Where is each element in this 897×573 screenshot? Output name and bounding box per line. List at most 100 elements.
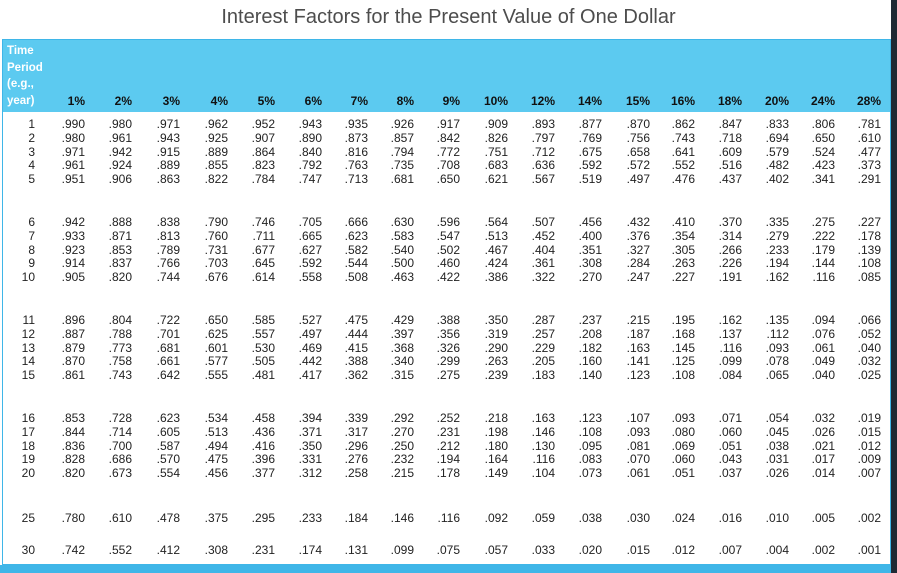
factor-cell: .108: [671, 368, 695, 383]
factor-cell: .059: [531, 511, 555, 525]
factor-cell: .700: [108, 438, 132, 453]
factor-cell: .905: [61, 270, 85, 285]
factor-cell: .388: [436, 313, 460, 327]
factor-cell: .784: [251, 172, 275, 187]
factor-cell: .375: [204, 511, 228, 525]
factor-cell: .030: [626, 511, 650, 525]
factor-cell: .350: [484, 313, 508, 327]
factor-cell: .887: [61, 326, 85, 341]
factor-cell: .558: [298, 270, 322, 285]
factor-cell: .614: [251, 270, 275, 285]
factor-cell: .040: [811, 368, 835, 383]
factor-cell: .952: [251, 117, 275, 131]
time-header-line: Time: [7, 45, 34, 57]
factor-cell: .494: [204, 438, 228, 453]
factor-cell: .935: [344, 117, 368, 131]
factor-cell: .146: [531, 424, 555, 439]
factor-cell: .078: [765, 354, 789, 369]
period-cell: 2: [28, 130, 35, 145]
factor-cell: .703: [204, 256, 228, 271]
factor-cell: .463: [390, 270, 414, 285]
factor-cell: .909: [484, 117, 508, 131]
factor-cell: .923: [61, 242, 85, 257]
factor-cell: .179: [811, 242, 835, 257]
factor-cell: .250: [390, 438, 414, 453]
factor-cell: .873: [344, 130, 368, 145]
period-cell: 12: [21, 326, 35, 341]
factor-cell: .610: [857, 130, 881, 145]
factor-cell: .823: [251, 158, 275, 173]
factor-cell: .099: [390, 543, 414, 557]
factor-cell: .061: [811, 340, 835, 355]
factor-cell: .861: [61, 368, 85, 383]
factor-cell: .863: [156, 172, 180, 187]
factor-cell: .540: [390, 242, 414, 257]
period-cell: 25: [21, 511, 35, 525]
factor-cell: .673: [108, 466, 132, 481]
factor-cell: .797: [531, 130, 555, 145]
factor-cell: .371: [298, 424, 322, 439]
factor-cell: .400: [578, 228, 602, 243]
factor-cell: .045: [765, 424, 789, 439]
factor-cell: .838: [156, 215, 180, 229]
factor-cell: .116: [437, 511, 460, 525]
period-cell: 13: [21, 340, 35, 355]
factor-cell: .853: [61, 411, 85, 425]
factor-cell: .642: [156, 368, 180, 383]
factor-cell: .924: [108, 158, 132, 173]
factor-cell: .095: [578, 438, 602, 453]
factor-cell: .516: [718, 158, 742, 173]
factor-cell: .308: [204, 543, 228, 557]
factor-cell: .475: [204, 452, 228, 467]
factor-cell: .857: [390, 130, 414, 145]
factor-cell: .864: [251, 144, 275, 159]
factor-cell: .247: [626, 270, 650, 285]
factor-cell: .085: [857, 270, 881, 285]
factor-cell: .168: [671, 326, 695, 341]
factor-cell: .040: [857, 340, 881, 355]
rate-header: 7%: [350, 94, 368, 108]
factor-cell: .182: [578, 340, 602, 355]
factor-cell: .314: [718, 228, 742, 243]
factor-cell: .502: [436, 242, 460, 257]
factor-cell: .592: [578, 158, 602, 173]
factor-cell: .544: [344, 256, 368, 271]
factor-cell: .015: [857, 424, 881, 439]
factor-cell: .252: [436, 411, 460, 425]
factor-cell: .417: [298, 368, 322, 383]
factor-cell: .926: [390, 117, 414, 131]
factor-cell: .961: [61, 158, 85, 173]
factor-cell: .066: [857, 313, 881, 327]
factor-cell: .141: [626, 354, 650, 369]
factor-cell: .423: [811, 158, 835, 173]
factor-cell: .756: [626, 130, 650, 145]
factor-cell: .508: [344, 270, 368, 285]
factor-cell: .980: [61, 130, 85, 145]
factor-cell: .842: [436, 130, 460, 145]
factor-cell: .714: [108, 424, 132, 439]
factor-cell: .229: [531, 340, 555, 355]
factor-cell: .650: [811, 130, 835, 145]
factor-cell: .187: [626, 326, 650, 341]
factor-cell: .263: [484, 354, 508, 369]
factor-cell: .009: [857, 452, 881, 467]
factor-cell: .890: [298, 130, 322, 145]
factor-cell: .061: [626, 466, 650, 481]
factor-cell: .073: [578, 466, 602, 481]
factor-cell: .069: [671, 438, 695, 453]
factor-cell: .162: [718, 313, 742, 327]
factor-cell: .270: [578, 270, 602, 285]
factor-cell: .564: [484, 215, 508, 229]
rate-header: 3%: [162, 94, 180, 108]
factor-cell: .731: [204, 242, 228, 257]
factor-cell: .075: [436, 543, 460, 557]
factor-cell: .092: [484, 511, 508, 525]
factor-cell: .012: [671, 543, 695, 557]
factor-cell: .728: [108, 411, 132, 425]
factor-cell: .460: [436, 256, 460, 271]
factor-cell: .747: [298, 172, 322, 187]
factor-cell: .661: [156, 354, 180, 369]
factor-cell: .266: [718, 242, 742, 257]
factor-cell: .743: [671, 130, 695, 145]
factor-cell: .962: [204, 117, 228, 131]
